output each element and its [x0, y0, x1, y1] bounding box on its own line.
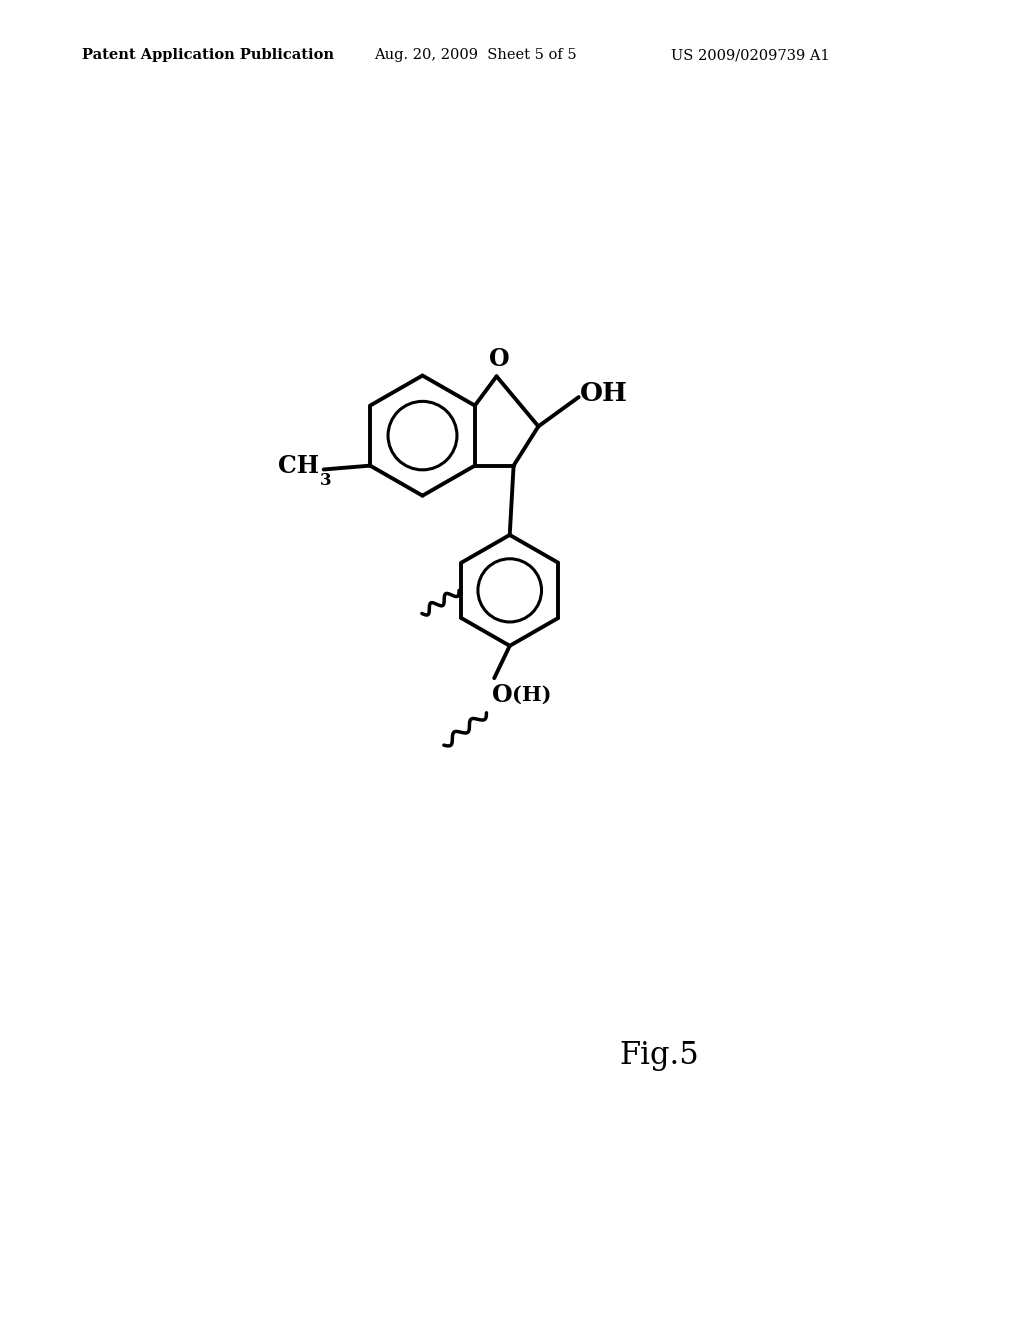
Text: OH: OH	[580, 380, 628, 405]
Text: Patent Application Publication: Patent Application Publication	[82, 49, 334, 62]
Text: CH: CH	[278, 454, 318, 478]
Text: Aug. 20, 2009  Sheet 5 of 5: Aug. 20, 2009 Sheet 5 of 5	[374, 49, 577, 62]
Text: Fig.5: Fig.5	[618, 1040, 698, 1071]
Text: O: O	[488, 347, 509, 371]
Text: 3: 3	[319, 471, 331, 488]
Text: O: O	[492, 682, 512, 708]
Text: (H): (H)	[512, 685, 551, 705]
Text: US 2009/0209739 A1: US 2009/0209739 A1	[671, 49, 829, 62]
